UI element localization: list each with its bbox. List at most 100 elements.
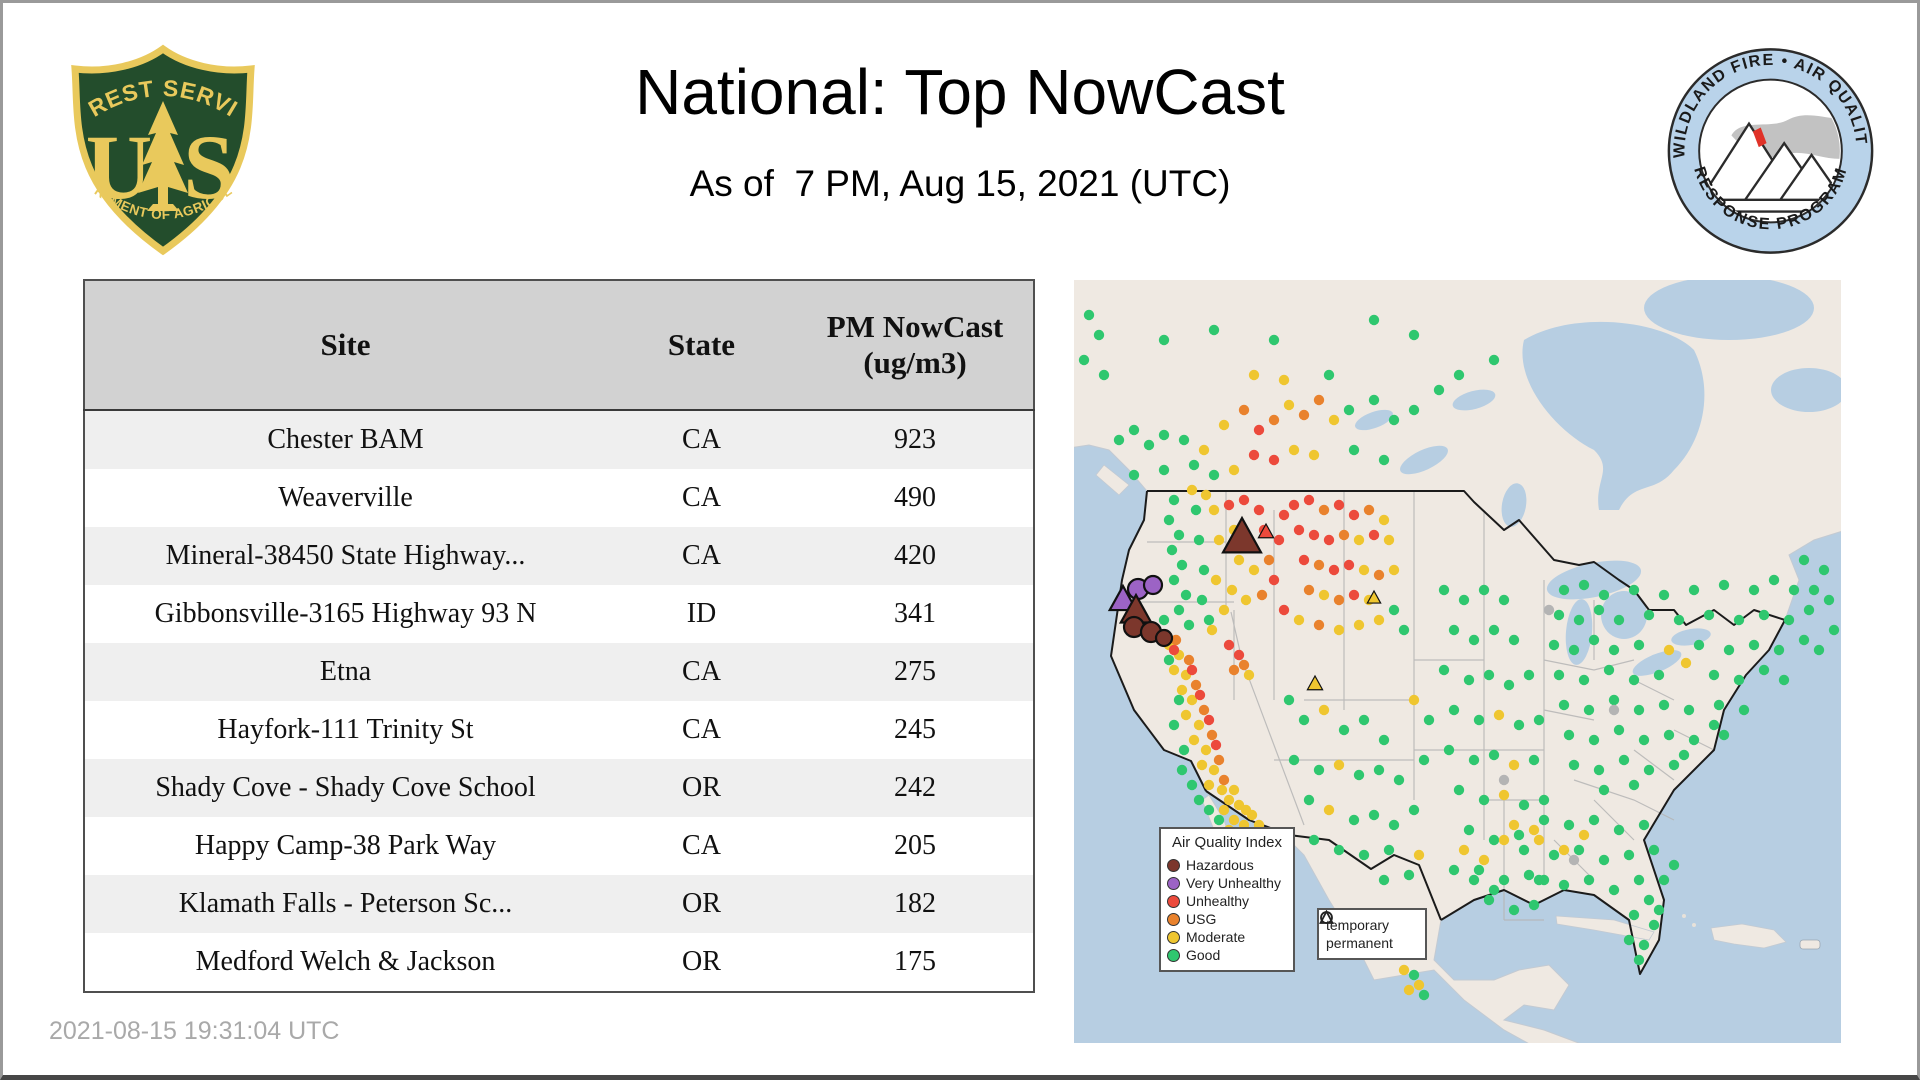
monitor-dot[interactable] <box>1176 684 1188 696</box>
monitor-dot[interactable] <box>1308 529 1320 541</box>
monitor-dot[interactable] <box>1113 434 1125 446</box>
monitor-dot[interactable] <box>1246 809 1258 821</box>
monitor-dot[interactable] <box>1598 589 1610 601</box>
monitor-dot[interactable] <box>1378 734 1390 746</box>
monitor-dot[interactable] <box>1196 594 1208 606</box>
monitor-dot[interactable] <box>1308 834 1320 846</box>
monitor-dot[interactable] <box>1188 459 1200 471</box>
monitor-dot[interactable] <box>1423 714 1435 726</box>
monitor-marker-triangle[interactable] <box>1107 583 1139 612</box>
monitor-dot[interactable] <box>1773 644 1785 656</box>
monitor-dot[interactable] <box>1383 534 1395 546</box>
monitor-dot[interactable] <box>1563 729 1575 741</box>
monitor-dot[interactable] <box>1628 909 1640 921</box>
monitor-dot[interactable] <box>1578 674 1590 686</box>
monitor-dot[interactable] <box>1528 754 1540 766</box>
monitor-dot[interactable] <box>1418 754 1430 766</box>
monitor-dot[interactable] <box>1703 609 1715 621</box>
monitor-dot[interactable] <box>1368 809 1380 821</box>
monitor-dot[interactable] <box>1688 734 1700 746</box>
monitor-dot[interactable] <box>1568 854 1580 866</box>
monitor-dot[interactable] <box>1418 989 1430 1001</box>
monitor-dot[interactable] <box>1488 354 1500 366</box>
monitor-marker-triangle[interactable] <box>1306 674 1324 691</box>
aqi-map[interactable]: Air Quality Index Hazardous Very Unhealth… <box>1074 280 1841 1043</box>
monitor-dot[interactable] <box>1398 964 1410 976</box>
monitor-dot[interactable] <box>1093 329 1105 341</box>
monitor-dot[interactable] <box>1408 969 1420 981</box>
monitor-dot[interactable] <box>1478 794 1490 806</box>
monitor-dot[interactable] <box>1328 564 1340 576</box>
monitor-marker-triangle[interactable] <box>1257 522 1275 539</box>
monitor-dot[interactable] <box>1223 639 1235 651</box>
monitor-dot[interactable] <box>1548 849 1560 861</box>
monitor-dot[interactable] <box>1308 449 1320 461</box>
monitor-dot[interactable] <box>1358 564 1370 576</box>
monitor-dot[interactable] <box>1638 734 1650 746</box>
monitor-dot[interactable] <box>1216 784 1228 796</box>
monitor-dot[interactable] <box>1173 694 1185 706</box>
monitor-dot[interactable] <box>1180 589 1192 601</box>
monitor-dot[interactable] <box>1178 744 1190 756</box>
monitor-dot[interactable] <box>1168 719 1180 731</box>
monitor-dot[interactable] <box>1358 714 1370 726</box>
monitor-dot[interactable] <box>1210 739 1222 751</box>
monitor-dot[interactable] <box>1268 414 1280 426</box>
monitor-dot[interactable] <box>1213 534 1225 546</box>
monitor-dot[interactable] <box>1403 984 1415 996</box>
monitor-dot[interactable] <box>1218 774 1230 786</box>
monitor-dot[interactable] <box>1533 714 1545 726</box>
monitor-dot[interactable] <box>1613 824 1625 836</box>
monitor-dot[interactable] <box>1323 534 1335 546</box>
monitor-dot[interactable] <box>1498 874 1510 886</box>
monitor-dot[interactable] <box>1588 634 1600 646</box>
monitor-dot[interactable] <box>1188 734 1200 746</box>
monitor-dot[interactable] <box>1663 644 1675 656</box>
monitor-dot[interactable] <box>1588 814 1600 826</box>
monitor-dot[interactable] <box>1583 704 1595 716</box>
monitor-dot[interactable] <box>1368 394 1380 406</box>
monitor-dot[interactable] <box>1223 794 1235 806</box>
monitor-dot[interactable] <box>1200 744 1212 756</box>
monitor-dot[interactable] <box>1628 584 1640 596</box>
monitor-dot[interactable] <box>1208 504 1220 516</box>
monitor-dot[interactable] <box>1463 824 1475 836</box>
monitor-dot[interactable] <box>1608 704 1620 716</box>
monitor-dot[interactable] <box>1343 559 1355 571</box>
monitor-dot[interactable] <box>1808 584 1820 596</box>
monitor-dot[interactable] <box>1170 634 1182 646</box>
monitor-dot[interactable] <box>1408 329 1420 341</box>
monitor-dot[interactable] <box>1293 524 1305 536</box>
monitor-dot[interactable] <box>1353 534 1365 546</box>
monitor-dot[interactable] <box>1393 774 1405 786</box>
monitor-dot[interactable] <box>1513 829 1525 841</box>
monitor-dot[interactable] <box>1478 584 1490 596</box>
monitor-dot[interactable] <box>1748 639 1760 651</box>
monitor-dot[interactable] <box>1128 469 1140 481</box>
monitor-dot[interactable] <box>1608 884 1620 896</box>
monitor-dot[interactable] <box>1758 664 1770 676</box>
monitor-dot[interactable] <box>1653 669 1665 681</box>
monitor-dot[interactable] <box>1163 514 1175 526</box>
monitor-dot[interactable] <box>1243 669 1255 681</box>
monitor-dot[interactable] <box>1208 764 1220 776</box>
monitor-dot[interactable] <box>1558 844 1570 856</box>
monitor-dot[interactable] <box>1383 844 1395 856</box>
monitor-dot[interactable] <box>1363 504 1375 516</box>
monitor-dot[interactable] <box>1518 799 1530 811</box>
monitor-dot[interactable] <box>1328 414 1340 426</box>
monitor-dot[interactable] <box>1158 614 1170 626</box>
monitor-dot[interactable] <box>1733 674 1745 686</box>
monitor-dot[interactable] <box>1538 794 1550 806</box>
monitor-dot[interactable] <box>1186 484 1198 496</box>
monitor-dot[interactable] <box>1483 894 1495 906</box>
monitor-dot[interactable] <box>1278 509 1290 521</box>
monitor-dot[interactable] <box>1568 644 1580 656</box>
monitor-dot[interactable] <box>1218 419 1230 431</box>
monitor-dot[interactable] <box>1398 624 1410 636</box>
monitor-dot[interactable] <box>1213 814 1225 826</box>
monitor-dot[interactable] <box>1238 404 1250 416</box>
monitor-dot[interactable] <box>1528 824 1540 836</box>
monitor-dot[interactable] <box>1458 844 1470 856</box>
monitor-dot[interactable] <box>1388 819 1400 831</box>
